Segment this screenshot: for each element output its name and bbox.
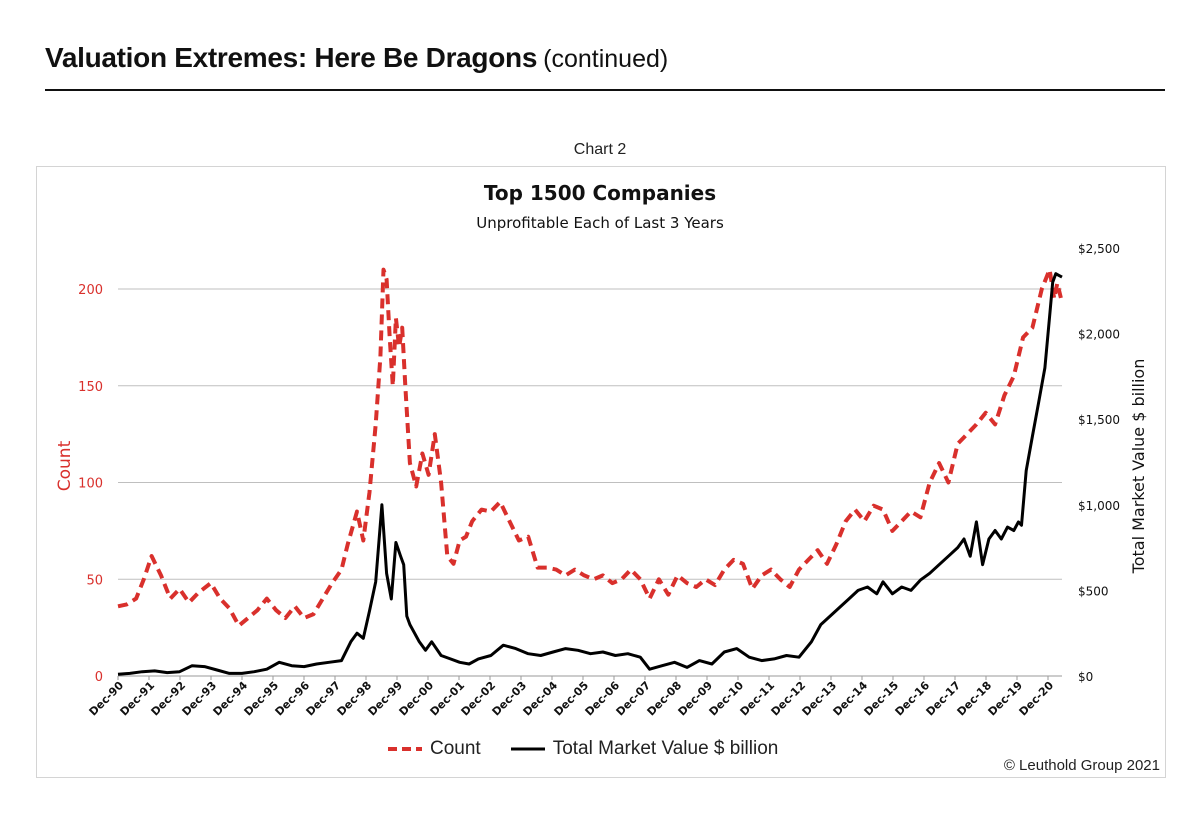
y-tick-left-label: 100 <box>78 477 103 492</box>
legend-item-count: Count <box>388 738 481 760</box>
legend-swatch-count <box>388 747 422 751</box>
y-tick-right-label: $2,000 <box>1078 328 1120 342</box>
y-axis-right-ticks: $0 $500 $1,000 $1,500 $2,000 $2,500 <box>1078 242 1120 684</box>
heading-sub: (continued) <box>543 45 669 73</box>
series-line-count <box>117 267 1064 628</box>
y-tick-left-label: 150 <box>78 380 103 395</box>
chart-title: Top 1500 Companies <box>484 181 716 205</box>
chart-frame <box>36 166 1166 778</box>
legend-label-market-value: Total Market Value $ billion <box>552 738 779 759</box>
x-tick-label: Dec-20 <box>1017 679 1057 719</box>
y-tick-right-label: $500 <box>1078 584 1109 598</box>
heading-divider <box>45 89 1165 91</box>
y-tick-right-label: $1,500 <box>1078 413 1120 427</box>
copyright-notice: © Leuthold Group 2021 <box>1003 757 1160 774</box>
legend-item-market-value: Total Market Value $ billion <box>510 738 779 760</box>
y-tick-left-label: 0 <box>95 670 103 685</box>
y-tick-left-label: 50 <box>86 573 103 588</box>
y-tick-left-label: 200 <box>78 283 103 298</box>
heading-main: Valuation Extremes: Here Be Dragons <box>45 42 538 73</box>
chart-subtitle: Unprofitable Each of Last 3 Years <box>476 214 724 232</box>
y-axis-left-label: Count <box>55 440 75 491</box>
series-line-market-value <box>117 272 1063 676</box>
y-tick-right-label: $1,000 <box>1078 499 1120 513</box>
y-tick-right-label: $2,500 <box>1078 242 1120 256</box>
gridlines <box>118 288 1062 677</box>
legend-label-count: Count <box>430 738 481 759</box>
y-axis-left-ticks: 0 50 100 150 200 <box>78 283 103 685</box>
y-axis-right-label: Total Market Value $ billion <box>1129 359 1148 575</box>
legend-swatch-market-value <box>510 747 545 751</box>
chart-legend: Count Total Market Value $ billion <box>388 738 808 760</box>
x-axis-ticks: Dec-90Dec-91Dec-92Dec-93Dec-94Dec-95Dec-… <box>87 676 1057 719</box>
chart-caption: Chart 2 <box>573 141 627 158</box>
page-heading: Valuation Extremes: Here Be Dragons (cont… <box>45 38 668 79</box>
y-tick-right-label: $0 <box>1078 670 1093 684</box>
series-lines <box>117 267 1064 676</box>
